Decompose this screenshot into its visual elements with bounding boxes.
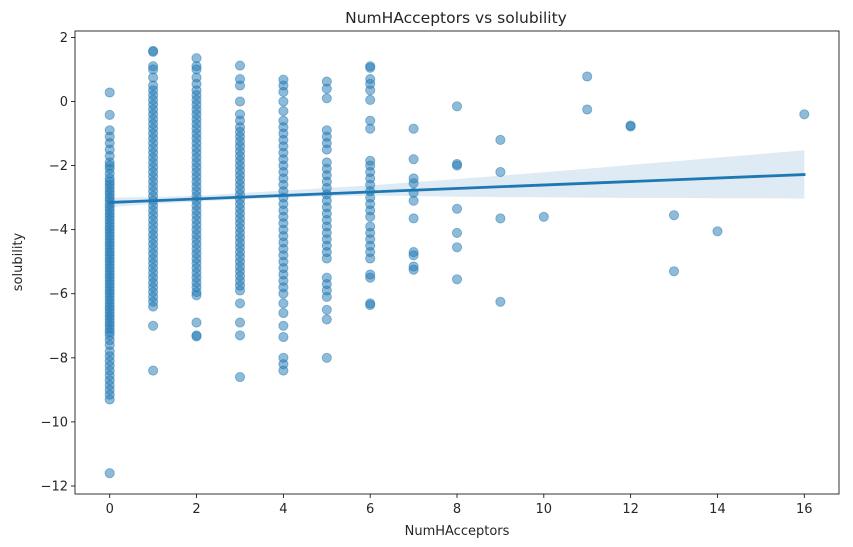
x-axis-ticks: 0 2 4 6 8 10 12 14 16 [106, 494, 813, 517]
scatter-point [451, 242, 463, 253]
scatter-point [451, 203, 463, 214]
scatter-point [234, 60, 246, 71]
scatter-point [451, 227, 463, 238]
scatter-point [365, 299, 376, 311]
scatter-point [365, 272, 376, 283]
scatter-point [148, 320, 159, 331]
x-axis-label: NumHAcceptors [405, 524, 510, 539]
scatter-point [234, 371, 246, 383]
scatter-point [191, 317, 202, 328]
scatter-point [321, 304, 332, 315]
scatter-point [321, 253, 332, 264]
scatter-point [712, 226, 723, 237]
chart-title: NumHAcceptors vs solubility [345, 9, 567, 27]
scatter-points-layer [104, 45, 810, 479]
scatter-point [365, 253, 376, 264]
y-tick-label: −4 [49, 223, 68, 238]
scatter-point [668, 210, 680, 221]
x-tick-label: 4 [279, 502, 287, 517]
scatter-point [365, 123, 376, 134]
scatter-point [278, 96, 289, 107]
scatter-point [321, 144, 332, 155]
scatter-point [104, 468, 115, 479]
scatter-point [321, 93, 332, 104]
scatter-point [582, 71, 593, 82]
scatter-point [234, 330, 246, 341]
y-tick-label: −12 [41, 479, 68, 494]
scatter-point [104, 87, 115, 98]
scatter-point [799, 109, 810, 120]
scatter-point [538, 211, 549, 222]
x-tick-label: 16 [796, 502, 813, 517]
scatter-point [408, 195, 419, 206]
scatter-point [278, 307, 289, 319]
scatter-point [191, 331, 202, 342]
scatter-point [451, 274, 463, 285]
scatter-point [321, 83, 332, 94]
y-axis-ticks: −12 −10 −8 −6 −4 −2 0 2 [41, 31, 75, 494]
scatter-point [234, 317, 246, 328]
scatter-point [191, 290, 202, 301]
scatter-point [582, 104, 593, 115]
scatter-point [278, 106, 289, 117]
y-tick-label: −6 [49, 287, 68, 302]
scatter-point [625, 121, 636, 132]
scatter-point [451, 160, 463, 171]
x-tick-label: 14 [709, 502, 726, 517]
scatter-point [321, 352, 332, 363]
scatter-point [278, 320, 289, 331]
scatter-point [408, 213, 419, 224]
scatter-point [278, 331, 289, 343]
y-tick-label: −8 [49, 351, 68, 366]
scatter-point [148, 46, 159, 57]
scatter-point [495, 134, 506, 145]
y-tick-label: −10 [41, 415, 68, 430]
scatter-point [148, 301, 159, 312]
scatter-point [104, 109, 115, 120]
x-tick-label: 12 [622, 502, 639, 517]
scatter-point [234, 96, 246, 107]
regression-line-layer [108, 173, 806, 204]
scatter-point [408, 250, 419, 261]
scatter-point [234, 80, 246, 91]
scatter-point [495, 296, 506, 307]
scatter-point [234, 285, 246, 296]
y-tick-label: 2 [60, 31, 68, 46]
scatter-point [365, 94, 376, 105]
y-axis-label: solubility [11, 232, 26, 291]
x-tick-label: 8 [453, 502, 461, 517]
scatter-point [408, 123, 419, 134]
y-tick-label: 0 [60, 95, 68, 110]
scatter-point [234, 298, 246, 309]
scatter-point [365, 85, 376, 96]
scatter-point [321, 314, 332, 325]
scatter-point [148, 365, 159, 376]
scatter-point [104, 394, 115, 405]
scatter-point [365, 62, 376, 73]
scatter-point [408, 154, 419, 165]
y-tick-label: −2 [49, 159, 68, 174]
regression-line [108, 173, 806, 204]
scatter-point [408, 178, 419, 189]
x-tick-label: 10 [536, 502, 553, 517]
scatter-point [495, 166, 506, 178]
scatter-point [278, 365, 289, 376]
scatter-point [668, 266, 680, 277]
scatter-point [365, 211, 376, 222]
scatter-point [495, 213, 506, 224]
scatter-point [451, 101, 463, 112]
x-tick-label: 2 [192, 502, 200, 517]
scatter-point [278, 86, 289, 97]
scatter-point [408, 264, 419, 275]
scatter-point [278, 298, 289, 309]
scatter-point [321, 291, 332, 302]
x-tick-label: 6 [366, 502, 374, 517]
scatter-point [278, 288, 289, 299]
x-tick-label: 0 [106, 502, 114, 517]
